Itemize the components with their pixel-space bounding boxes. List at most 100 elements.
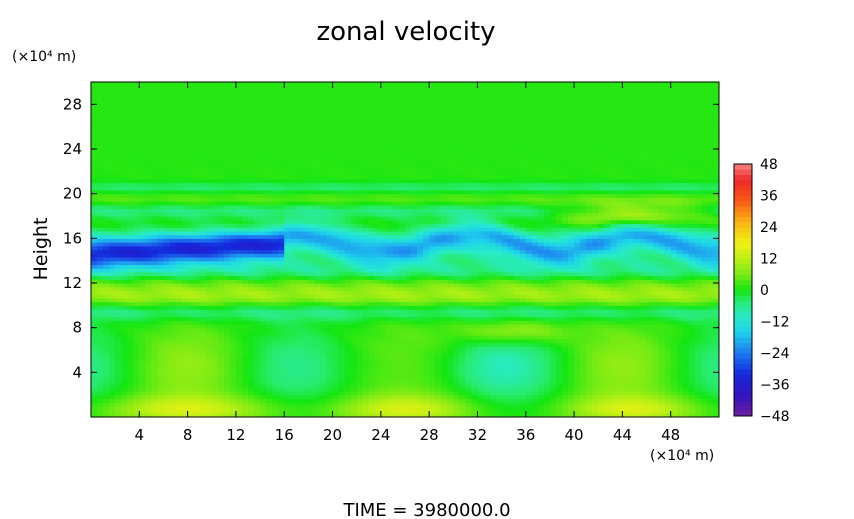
- heatmap-cell: [229, 264, 237, 269]
- heatmap-cell: [248, 409, 255, 414]
- heatmap-cell: [380, 402, 388, 407]
- heatmap-cell: [374, 309, 382, 314]
- heatmap-cell: [217, 290, 225, 295]
- heatmap-cell: [694, 290, 702, 295]
- heatmap-cell: [453, 331, 460, 336]
- heatmap-cell: [429, 361, 436, 366]
- heatmap-cell: [181, 316, 189, 321]
- heatmap-cell: [314, 379, 322, 385]
- heatmap-cell: [356, 297, 364, 303]
- heatmap-cell: [441, 361, 448, 366]
- heatmap-cell: [229, 353, 237, 359]
- heatmap-cell: [429, 253, 436, 258]
- heatmap-cell: [525, 398, 533, 403]
- heatmap-cell: [91, 353, 98, 359]
- heatmap-cell: [133, 372, 140, 377]
- heatmap-cell: [217, 301, 225, 306]
- heatmap-cell: [525, 372, 533, 377]
- heatmap-cell: [296, 249, 303, 254]
- heatmap-cell: [694, 242, 702, 247]
- heatmap-cell: [266, 320, 273, 325]
- heatmap-cell: [338, 275, 346, 280]
- heatmap-cell: [628, 279, 636, 284]
- heatmap-cell: [175, 283, 183, 288]
- heatmap-cell: [405, 398, 412, 403]
- heatmap-cell: [423, 238, 430, 243]
- heatmap-cell: [139, 294, 146, 299]
- heatmap-cell: [266, 383, 273, 388]
- heatmap-cell: [700, 301, 708, 306]
- heatmap-cell: [405, 256, 412, 262]
- heatmap-cell: [417, 405, 424, 411]
- heatmap-cell: [616, 256, 623, 262]
- heatmap-cell: [598, 387, 605, 392]
- heatmap-cell: [622, 253, 630, 258]
- heatmap-cell: [169, 323, 177, 329]
- heatmap-cell: [193, 394, 201, 399]
- heatmap-cell: [344, 305, 352, 310]
- heatmap-cell: [580, 249, 587, 254]
- heatmap-cell: [241, 387, 249, 392]
- heatmap-cell: [338, 316, 346, 321]
- heatmap-cell: [465, 394, 473, 399]
- heatmap-cell: [489, 368, 497, 373]
- heatmap-cell: [386, 368, 394, 373]
- heatmap-cell: [610, 372, 617, 377]
- heatmap-cell: [652, 335, 660, 340]
- heatmap-cell: [103, 368, 110, 373]
- heatmap-cell: [181, 264, 189, 269]
- heatmap-cell: [398, 335, 406, 340]
- heatmap-cell: [549, 342, 557, 347]
- heatmap-cell: [392, 242, 400, 247]
- heatmap-cell: [284, 376, 291, 381]
- heatmap-cell: [199, 242, 207, 247]
- heatmap-cell: [223, 264, 231, 269]
- heatmap-cell: [562, 383, 569, 388]
- heatmap-cell: [356, 245, 364, 251]
- heatmap-cell: [676, 379, 684, 385]
- heatmap-cell: [199, 309, 207, 314]
- heatmap-cell: [670, 353, 678, 359]
- heatmap-cell: [392, 256, 400, 262]
- heatmap-cell: [489, 394, 497, 399]
- heatmap-cell: [507, 312, 515, 318]
- heatmap-cell: [501, 376, 509, 381]
- heatmap-cell: [344, 301, 352, 306]
- heatmap-cell: [344, 320, 352, 325]
- heatmap-cell: [604, 271, 611, 277]
- heatmap-cell: [580, 357, 587, 362]
- heatmap-cell: [380, 346, 388, 351]
- heatmap-cell: [368, 405, 376, 411]
- heatmap-cell: [121, 320, 128, 325]
- heatmap-cell: [235, 290, 243, 295]
- heatmap-cell: [181, 357, 189, 362]
- heatmap-cell: [543, 286, 551, 292]
- heatmap-cell: [290, 357, 297, 362]
- heatmap-cell: [453, 394, 460, 399]
- heatmap-cell: [610, 242, 617, 247]
- heatmap-cell: [489, 405, 497, 411]
- heatmap-cell: [181, 309, 189, 314]
- heatmap-cell: [562, 379, 569, 385]
- heatmap-cell: [260, 249, 267, 254]
- heatmap-cell: [580, 350, 587, 355]
- heatmap-cell: [229, 286, 237, 292]
- heatmap-cell: [471, 383, 479, 388]
- heatmap-cell: [338, 327, 346, 332]
- heatmap-cell: [580, 275, 587, 280]
- heatmap-cell: [332, 376, 340, 381]
- heatmap-cell: [97, 338, 104, 344]
- heatmap-cell: [568, 409, 575, 414]
- heatmap-cell: [254, 372, 261, 377]
- heatmap-cell: [332, 305, 340, 310]
- heatmap-cell: [350, 249, 358, 254]
- heatmap-cell: [568, 335, 575, 340]
- heatmap-cell: [525, 256, 533, 262]
- heatmap-cell: [664, 297, 672, 303]
- heatmap-cell: [700, 405, 708, 411]
- heatmap-cell: [109, 279, 116, 284]
- heatmap-cell: [217, 353, 225, 359]
- heatmap-cell: [586, 286, 593, 292]
- heatmap-cell: [314, 320, 322, 325]
- heatmap-cell: [284, 301, 291, 306]
